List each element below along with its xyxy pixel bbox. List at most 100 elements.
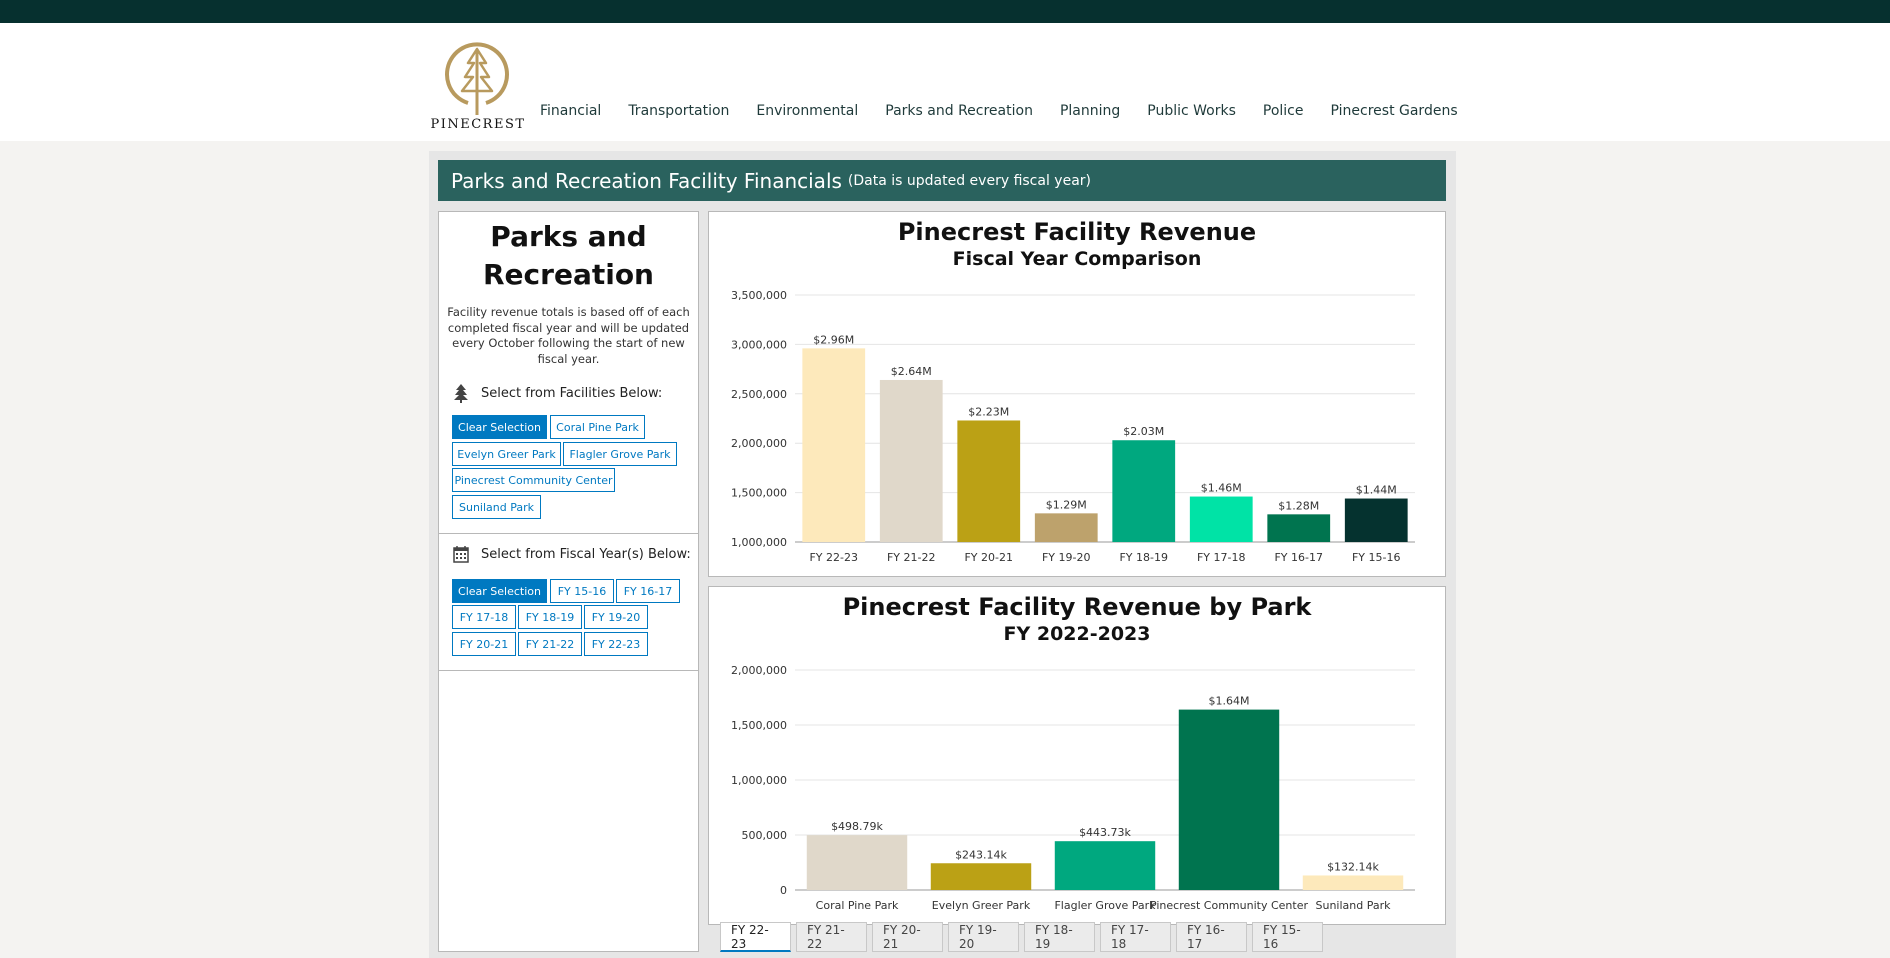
fiscal-year-tabs: FY 22-23 FY 21-22 FY 20-21 FY 19-20 FY 1…: [720, 922, 1328, 952]
year-clear-selection-button[interactable]: Clear Selection: [452, 579, 547, 603]
year-fy-16-17-button[interactable]: FY 16-17: [616, 579, 680, 603]
facilities-filter-label: Select from Facilities Below:: [453, 383, 662, 403]
pine-tree-logo-icon: [445, 42, 509, 115]
sidebar-description: Facility revenue totals is based off of …: [447, 305, 690, 366]
facility-evelyn-greer-park-button[interactable]: Evelyn Greer Park: [452, 442, 561, 466]
pinecrest-logo[interactable]: PINECREST: [428, 33, 528, 133]
facility-pinecrest-community-center-button[interactable]: Pinecrest Community Center: [452, 468, 615, 492]
bar-data-label: $243.14k: [955, 848, 1007, 861]
bar-data-label: $1.46M: [1201, 482, 1242, 495]
y-tick-label: 2,000,000: [731, 437, 787, 450]
tab-fy-15-16[interactable]: FY 15-16: [1252, 922, 1323, 952]
tab-fy-17-18[interactable]: FY 17-18: [1100, 922, 1171, 952]
year-fy-21-22-button[interactable]: FY 21-22: [518, 632, 582, 656]
pine-tree-icon: [454, 384, 468, 403]
bar-data-label: $1.44M: [1356, 484, 1397, 497]
y-tick-label: 1,000,000: [731, 774, 787, 787]
bar-data-label: $443.73k: [1079, 826, 1131, 839]
y-tick-label: 3,000,000: [731, 338, 787, 351]
chart-card-revenue-by-park: Pinecrest Facility Revenue by Park FY 20…: [708, 586, 1446, 925]
bar[interactable]: [1267, 514, 1331, 542]
year-fy-17-18-button[interactable]: FY 17-18: [452, 605, 516, 629]
x-tick-label: FY 21-22: [887, 551, 936, 564]
chart-subtitle: FY 2022-2023: [1003, 623, 1151, 645]
sidebar-panel: Parks and Recreation Facility revenue to…: [438, 211, 699, 952]
revenue-by-park-bar-chart: 0 500,000 1,000,000 1,500,000 2,000,000 $498.…: [731, 664, 1415, 912]
dashboard-subtitle: (Data is updated every fiscal year): [847, 172, 1091, 189]
bar[interactable]: [1178, 709, 1280, 890]
x-tick-label: Suniland Park: [1315, 899, 1391, 912]
sidebar-divider: [439, 670, 698, 671]
y-tick-label: 500,000: [742, 829, 788, 842]
bar[interactable]: [957, 420, 1021, 542]
chart-subtitle: Fiscal Year Comparison: [952, 248, 1202, 270]
y-tick-label: 0: [780, 884, 787, 897]
year-fy-22-23-button[interactable]: FY 22-23: [584, 632, 648, 656]
bar-data-label: $2.64M: [891, 365, 932, 378]
nav-planning[interactable]: Planning: [1059, 103, 1121, 119]
bar[interactable]: [1034, 513, 1098, 542]
x-tick-label: Coral Pine Park: [816, 899, 899, 912]
y-tick-label: 3,500,000: [731, 289, 787, 302]
x-tick-label: FY 15-16: [1352, 551, 1401, 564]
bar[interactable]: [879, 379, 943, 542]
nav-financial[interactable]: Financial: [540, 103, 602, 119]
fiscal-year-revenue-bar-chart: 1,000,000 1,500,000 2,000,000 2,500,000 3,00…: [731, 289, 1415, 564]
bar-data-label: $2.23M: [968, 405, 1009, 418]
facility-flagler-grove-park-button[interactable]: Flagler Grove Park: [563, 442, 677, 466]
bar[interactable]: [1189, 496, 1253, 542]
y-tick-label: 2,500,000: [731, 388, 787, 401]
y-tick-label: 1,000,000: [731, 536, 787, 549]
chart-title: Pinecrest Facility Revenue by Park: [842, 593, 1312, 621]
top-bar: [0, 0, 1890, 23]
x-tick-label: Evelyn Greer Park: [932, 899, 1031, 912]
facility-suniland-park-button[interactable]: Suniland Park: [452, 495, 541, 519]
x-tick-label: FY 19-20: [1042, 551, 1091, 564]
year-fy-20-21-button[interactable]: FY 20-21: [452, 632, 516, 656]
bar[interactable]: [1344, 498, 1408, 542]
year-fy-18-19-button[interactable]: FY 18-19: [518, 605, 582, 629]
tab-fy-22-23[interactable]: FY 22-23: [720, 922, 791, 952]
tab-fy-20-21[interactable]: FY 20-21: [872, 922, 943, 952]
sidebar-title: Parks and Recreation: [483, 220, 654, 291]
bar-data-label: $1.64M: [1209, 695, 1250, 708]
nav-police[interactable]: Police: [1262, 103, 1304, 119]
x-tick-label: Pinecrest Community Center: [1150, 899, 1308, 912]
facilities-label-text: Select from Facilities Below:: [481, 385, 663, 401]
nav-public-works[interactable]: Public Works: [1147, 103, 1236, 119]
tab-fy-16-17[interactable]: FY 16-17: [1176, 922, 1247, 952]
nav-transportation[interactable]: Transportation: [628, 103, 730, 119]
y-tick-label: 1,500,000: [731, 719, 787, 732]
chart-title: Pinecrest Facility Revenue: [897, 218, 1257, 246]
dashboard-title-bar: Parks and Recreation Facility Financials…: [438, 160, 1446, 201]
bar-data-label: $1.29M: [1046, 498, 1087, 511]
years-label-text: Select from Fiscal Year(s) Below:: [481, 546, 691, 562]
x-tick-label: FY 20-21: [964, 551, 1013, 564]
nav-parks-and-recreation[interactable]: Parks and Recreation: [885, 103, 1033, 119]
year-fy-15-16-button[interactable]: FY 15-16: [550, 579, 614, 603]
tab-fy-18-19[interactable]: FY 18-19: [1024, 922, 1095, 952]
nav-pinecrest-gardens[interactable]: Pinecrest Gardens: [1330, 103, 1458, 119]
nav-environmental[interactable]: Environmental: [756, 103, 859, 119]
bar[interactable]: [1112, 440, 1176, 542]
tab-fy-21-22[interactable]: FY 21-22: [796, 922, 867, 952]
y-tick-label: 1,500,000: [731, 487, 787, 500]
bar[interactable]: [806, 835, 908, 890]
x-tick-label: FY 16-17: [1274, 551, 1323, 564]
x-tick-label: FY 22-23: [809, 551, 858, 564]
dashboard-title: Parks and Recreation Facility Financials: [451, 168, 842, 193]
bar[interactable]: [1302, 875, 1404, 890]
bar[interactable]: [1054, 841, 1156, 890]
sidebar-divider: [439, 533, 698, 534]
bar-data-label: $1.28M: [1278, 499, 1319, 512]
facility-clear-selection-button[interactable]: Clear Selection: [452, 415, 547, 439]
facility-coral-pine-park-button[interactable]: Coral Pine Park: [550, 415, 645, 439]
tab-fy-19-20[interactable]: FY 19-20: [948, 922, 1019, 952]
bar-data-label: $498.79k: [831, 820, 883, 833]
bar[interactable]: [802, 348, 866, 542]
bar[interactable]: [930, 863, 1032, 890]
y-tick-label: 2,000,000: [731, 664, 787, 677]
logo-text: PINECREST: [430, 117, 526, 132]
year-fy-19-20-button[interactable]: FY 19-20: [584, 605, 648, 629]
bar-data-label: $2.03M: [1123, 425, 1164, 438]
